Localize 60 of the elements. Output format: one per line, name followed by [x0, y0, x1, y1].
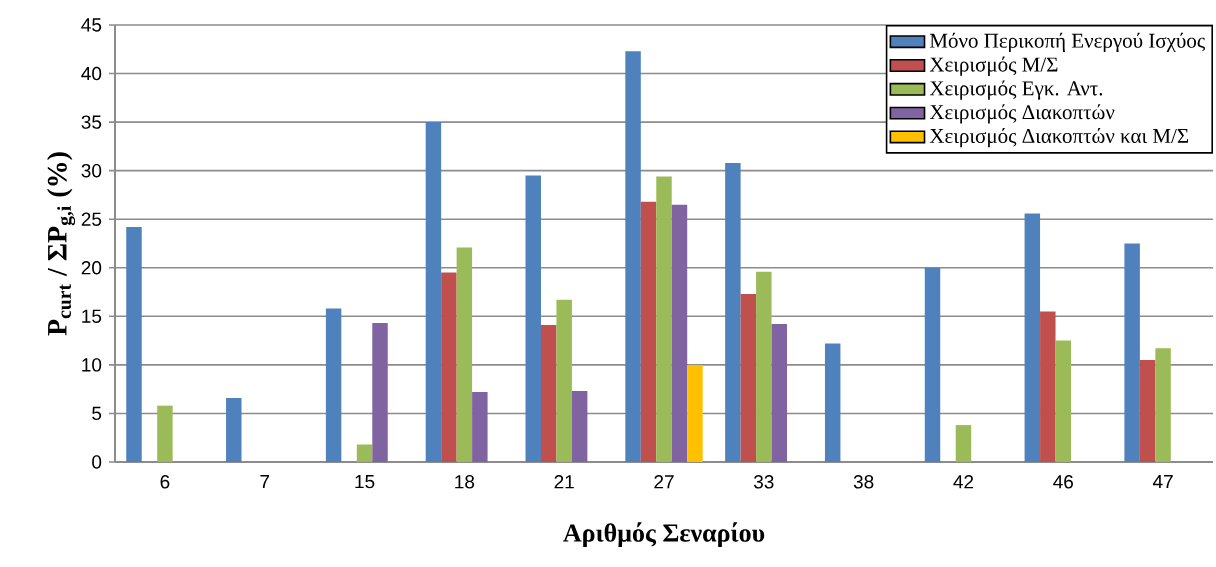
bar	[625, 51, 641, 462]
x-axis-title: Αριθμός Σεναρίου	[563, 522, 765, 548]
bar	[756, 271, 772, 462]
y-tick-label: 30	[81, 163, 102, 178]
legend-label: Χειρισμός Εγκ. Αντ.	[929, 80, 1103, 100]
y-tick-label: 0	[92, 455, 102, 469]
bar	[441, 272, 457, 462]
bar	[771, 324, 788, 462]
y-tick-label: 5	[92, 406, 102, 421]
legend-label: Χειρισμός Μ/Σ	[929, 56, 1058, 76]
y-tick-label: 40	[81, 66, 102, 81]
bar	[1040, 311, 1056, 462]
legend-label: Χειρισμός Διακοπτών	[929, 104, 1115, 124]
bar	[656, 176, 672, 462]
x-tick-label: 18	[455, 475, 475, 489]
bar	[725, 162, 741, 462]
y-tick-label: 20	[81, 261, 102, 275]
y-tick-label: 10	[82, 358, 102, 372]
bar	[325, 308, 342, 462]
bar	[824, 343, 841, 462]
y-tick-label: 35	[81, 115, 102, 129]
y-tick-label: 25	[81, 212, 102, 226]
x-tick-label: 27	[654, 475, 674, 489]
bar	[1155, 348, 1171, 462]
bar	[1139, 360, 1156, 462]
bar	[525, 175, 541, 462]
bar	[472, 392, 488, 462]
bar	[1055, 340, 1071, 462]
x-tick-label: 7	[260, 475, 270, 489]
y-axis-title: P$_{curt}$ / ΣP$_{g,i}$ (%)	[46, 152, 76, 336]
x-tick-label: 42	[953, 475, 974, 489]
legend-label: Μόνο Περικοπή Ενεργού Ισχύος	[929, 32, 1205, 53]
x-tick-label: 46	[1053, 475, 1073, 489]
bar	[924, 267, 941, 462]
x-tick-label: 38	[853, 475, 874, 489]
y-tick-label: 15	[82, 309, 102, 323]
bar	[356, 444, 373, 462]
x-tick-label: 15	[355, 475, 375, 489]
bar	[126, 226, 142, 462]
y-tick-label: 45	[81, 18, 102, 32]
bar	[640, 201, 657, 462]
x-tick-label: 21	[554, 475, 574, 489]
x-tick-label: 6	[160, 475, 170, 489]
bar	[456, 247, 473, 462]
bar	[671, 204, 688, 462]
bar	[740, 293, 757, 462]
bar	[955, 425, 972, 462]
bar	[1124, 243, 1140, 462]
bar	[372, 323, 388, 462]
bar	[687, 364, 703, 462]
bar	[556, 299, 572, 462]
x-tick-label: 47	[1152, 475, 1173, 489]
bar	[1024, 213, 1041, 462]
bar	[425, 122, 442, 462]
bar	[157, 405, 173, 462]
bar	[540, 325, 557, 462]
x-tick-label: 33	[753, 475, 774, 489]
bar	[226, 397, 242, 462]
bar	[571, 391, 588, 462]
legend-label: Χειρισμός Διακοπτών και Μ/Σ	[929, 128, 1189, 148]
